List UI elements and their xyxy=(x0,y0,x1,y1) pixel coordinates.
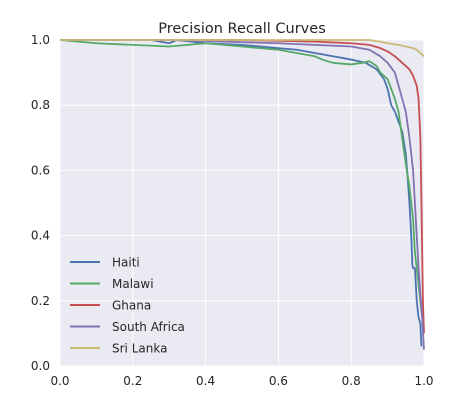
x-tick-label: 0.8 xyxy=(342,374,361,388)
y-tick-label: 0.6 xyxy=(31,163,50,177)
y-tick-label: 0.8 xyxy=(31,98,50,112)
series-lines xyxy=(59,39,425,350)
x-tick-label: 1.0 xyxy=(414,374,433,388)
x-tick-label: 0.6 xyxy=(269,374,288,388)
legend-label: Ghana xyxy=(112,299,151,313)
series-line-haiti xyxy=(60,39,423,347)
legend-label: Haiti xyxy=(112,256,140,270)
tick-labels: 0.0 0.2 0.4 0.6 0.8 1.0 0.0 0.2 0.4 0.6 0.8 1.0 xyxy=(31,33,434,388)
y-tick-label: 1.0 xyxy=(31,33,50,47)
series-line-malawi xyxy=(59,39,424,318)
legend-label: Sri Lanka xyxy=(112,342,167,356)
legend-label: South Africa xyxy=(112,320,185,334)
y-tick-label: 0.2 xyxy=(31,294,50,308)
legend: Haiti Malawi Ghana South Africa Sri Lanka xyxy=(70,256,185,356)
legend-label: Malawi xyxy=(112,277,154,291)
x-tick-label: 0.0 xyxy=(50,374,69,388)
y-tick-label: 0.4 xyxy=(31,229,50,243)
series-line-ghana xyxy=(60,39,425,334)
y-tick-label: 0.0 xyxy=(31,359,50,373)
x-tick-label: 0.2 xyxy=(123,374,142,388)
series-line-sri-lanka xyxy=(60,39,425,57)
plot-area xyxy=(60,40,424,366)
series-line-south-africa xyxy=(60,39,425,350)
x-tick-label: 0.4 xyxy=(196,374,215,388)
chart-title: Precision Recall Curves xyxy=(158,21,326,37)
